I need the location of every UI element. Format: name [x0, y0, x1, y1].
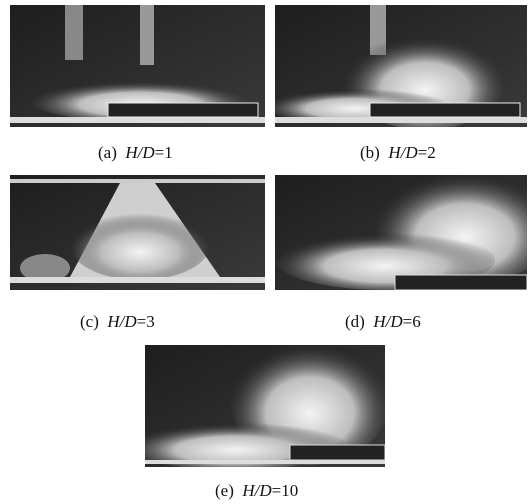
- caption-part: H/D: [107, 312, 136, 331]
- photo-c: [10, 175, 265, 290]
- caption: (e) H/D=10: [215, 481, 298, 501]
- caption-part: H/D: [388, 143, 417, 162]
- caption: (d) H/D=6: [345, 312, 421, 332]
- caption-part: =6: [403, 312, 421, 331]
- photo-d: [275, 175, 527, 290]
- caption-part: H/D: [125, 143, 154, 162]
- caption-part: =1: [155, 143, 173, 162]
- caption: (b) H/D=2: [360, 143, 436, 163]
- caption-part: (a): [98, 143, 117, 162]
- caption-part: H/D: [373, 312, 402, 331]
- caption-part: =2: [418, 143, 436, 162]
- caption-part: (b): [360, 143, 380, 162]
- caption: (a) H/D=1: [98, 143, 173, 163]
- figure: (a) H/D=1 (b) H/D=2 (c) H/D=3 (d) H/D=6 …: [0, 0, 532, 504]
- photo-a: [10, 5, 265, 127]
- caption-part: =10: [272, 481, 299, 500]
- caption-part: (c): [80, 312, 99, 331]
- caption-part: (e): [215, 481, 234, 500]
- photo-e: [145, 345, 385, 467]
- caption-part: H/D: [242, 481, 271, 500]
- caption: (c) H/D=3: [80, 312, 155, 332]
- caption-part: (d): [345, 312, 365, 331]
- caption-part: =3: [137, 312, 155, 331]
- photo-b: [275, 5, 527, 127]
